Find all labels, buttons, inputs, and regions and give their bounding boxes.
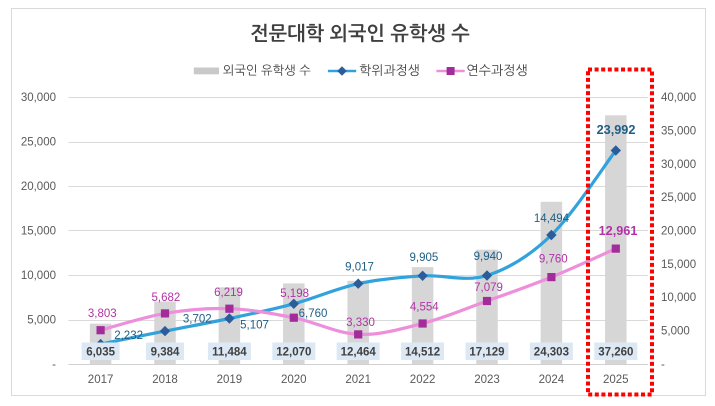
svg-text:6,035: 6,035	[86, 347, 115, 359]
svg-text:2025: 2025	[603, 374, 629, 386]
svg-text:2018: 2018	[152, 374, 178, 386]
svg-text:3,702: 3,702	[183, 314, 212, 326]
svg-text:11,484: 11,484	[212, 347, 247, 359]
svg-text:3,330: 3,330	[346, 317, 375, 329]
svg-text:3,803: 3,803	[88, 308, 117, 320]
svg-text:12,464: 12,464	[341, 347, 377, 359]
svg-text:5,682: 5,682	[152, 292, 181, 304]
svg-text:9,905: 9,905	[410, 252, 439, 264]
svg-text:5,000: 5,000	[27, 315, 56, 327]
svg-text:9,017: 9,017	[345, 261, 374, 273]
svg-text:2021: 2021	[345, 374, 371, 386]
svg-text:4,554: 4,554	[410, 301, 439, 313]
svg-text:14,512: 14,512	[405, 347, 440, 359]
svg-text:6,760: 6,760	[299, 308, 328, 320]
svg-text:-: -	[52, 359, 56, 371]
svg-text:10,000: 10,000	[21, 270, 56, 282]
svg-text:23,992: 23,992	[597, 123, 636, 137]
svg-text:35,000: 35,000	[661, 125, 696, 137]
svg-text:5,000: 5,000	[661, 326, 690, 338]
svg-text:9,760: 9,760	[539, 254, 568, 266]
svg-text:20,000: 20,000	[21, 181, 56, 193]
svg-text:2020: 2020	[281, 374, 307, 386]
svg-text:24,303: 24,303	[534, 347, 569, 359]
svg-text:2,232: 2,232	[114, 330, 143, 342]
svg-text:2024: 2024	[539, 374, 565, 386]
svg-text:2022: 2022	[410, 374, 436, 386]
svg-text:12,070: 12,070	[276, 347, 311, 359]
svg-text:17,129: 17,129	[469, 347, 504, 359]
svg-text:15,000: 15,000	[661, 259, 696, 271]
svg-text:12,961: 12,961	[599, 224, 638, 238]
svg-text:30,000: 30,000	[661, 159, 696, 171]
svg-text:14,494: 14,494	[534, 213, 570, 225]
svg-text:9,384: 9,384	[151, 347, 180, 359]
svg-text:7,079: 7,079	[474, 282, 503, 294]
svg-text:15,000: 15,000	[21, 226, 56, 238]
svg-text:5,198: 5,198	[280, 288, 309, 300]
svg-text:2023: 2023	[474, 374, 500, 386]
svg-text:2017: 2017	[88, 374, 114, 386]
svg-text:10,000: 10,000	[661, 292, 696, 304]
svg-text:30,000: 30,000	[21, 92, 56, 104]
svg-text:20,000: 20,000	[661, 226, 696, 238]
svg-text:40,000: 40,000	[661, 92, 696, 104]
svg-text:25,000: 25,000	[661, 192, 696, 204]
svg-text:25,000: 25,000	[21, 137, 56, 149]
svg-text:37,260: 37,260	[598, 347, 633, 359]
svg-text:-: -	[661, 359, 665, 371]
svg-text:2019: 2019	[217, 374, 243, 386]
svg-text:9,940: 9,940	[474, 251, 503, 263]
svg-text:6,219: 6,219	[214, 287, 243, 299]
svg-text:5,107: 5,107	[240, 320, 269, 332]
